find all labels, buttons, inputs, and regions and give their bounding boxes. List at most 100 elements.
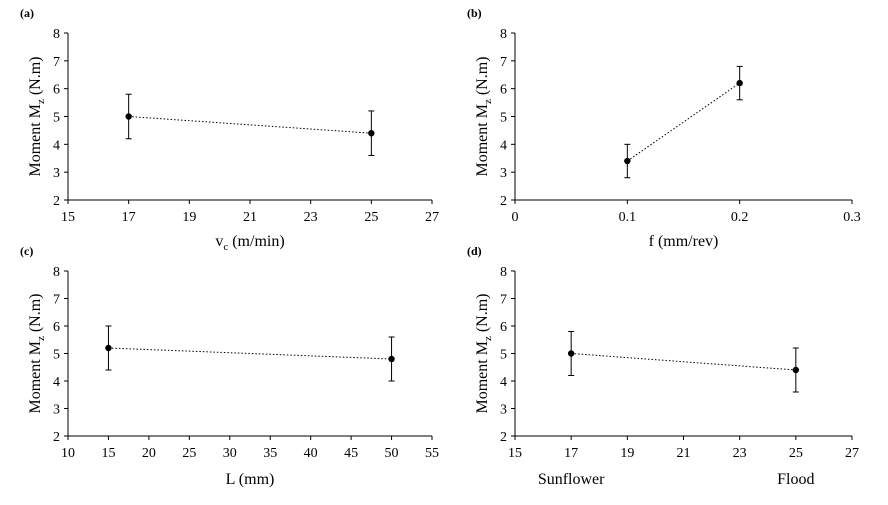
x-tick-label: 23: [733, 446, 747, 461]
y-tick-label: 7: [500, 293, 507, 308]
x-tick-label: 0: [512, 210, 519, 225]
y-tick-label: 6: [500, 320, 507, 335]
x-tick-label: 55: [425, 446, 439, 461]
y-axis-label-main: Moment M: [474, 104, 491, 176]
x-tick-label: 50: [385, 446, 399, 461]
data-point: [388, 355, 395, 363]
y-tick-label: 7: [53, 293, 60, 308]
series-line: [627, 82, 740, 162]
y-tick-label: 3: [500, 403, 507, 418]
y-axis-label-rest: (N.m): [27, 294, 44, 337]
x-tick-label: 45: [344, 446, 358, 461]
y-tick-label: 5: [53, 348, 60, 363]
x-axis-label: L (mm): [226, 471, 275, 488]
x-tick-label: 40: [304, 446, 318, 461]
x-tick-label: 27: [425, 210, 439, 225]
x-axis-label: f (mm/rev): [649, 233, 719, 250]
y-axis-label: Moment Mz (N.m): [474, 294, 494, 414]
category-label: Flood: [777, 471, 814, 488]
x-tick-label: 19: [182, 210, 196, 225]
y-axis-label-rest: (N.m): [27, 57, 44, 100]
y-tick-label: 4: [500, 375, 507, 390]
data-point: [736, 79, 743, 87]
x-tick-label: 15: [508, 446, 522, 461]
data-point: [105, 344, 112, 352]
y-axis-label: Moment Mz (N.m): [474, 57, 494, 177]
x-tick-label: 15: [61, 210, 75, 225]
y-tick-label: 2: [53, 194, 60, 209]
y-tick-label: 8: [500, 27, 507, 42]
y-tick-label: 4: [53, 375, 60, 390]
series-line: [128, 116, 372, 134]
x-tick-label: 21: [243, 210, 257, 225]
x-tick-label: 21: [677, 446, 691, 461]
data-point: [125, 113, 132, 120]
data-point: [567, 350, 575, 357]
chart-panel-b: (b) 2 3 4 5 6 7 8 0 0.1 0.2 0.3 Moment Mz (N.m) f (mm…: [467, 6, 861, 250]
y-tick-label: 3: [53, 166, 60, 181]
y-tick-label: 5: [500, 111, 507, 126]
y-tick-label: 3: [500, 166, 507, 181]
y-axis-label-rest: (N.m): [474, 294, 491, 337]
series-line: [108, 347, 392, 360]
panel-label: (c): [20, 244, 33, 258]
y-axis-label-main: Moment M: [27, 341, 44, 413]
data-point: [792, 366, 800, 374]
y-tick-label: 2: [500, 194, 507, 209]
y-axis-label-sub: z: [482, 336, 494, 341]
x-axis-label-main: f (mm/rev): [649, 233, 719, 250]
y-tick-label: 7: [53, 55, 60, 70]
x-tick-label: 0.1: [619, 210, 637, 225]
y-axis-label-sub: z: [482, 99, 494, 104]
y-tick-label: 8: [53, 265, 60, 280]
x-axis-label: vc (m/min): [215, 233, 284, 253]
y-tick-label: 4: [53, 138, 60, 153]
x-tick-label: 19: [620, 446, 634, 461]
x-tick-label: 25: [364, 210, 378, 225]
panel-label: (b): [467, 6, 482, 20]
y-tick-label: 6: [53, 320, 60, 335]
panel-label: (d): [467, 244, 482, 258]
y-tick-label: 4: [500, 138, 507, 153]
x-tick-label: 35: [263, 446, 277, 461]
x-axis-label-main: v: [215, 233, 223, 250]
x-axis-label-sub: c: [223, 241, 228, 253]
x-tick-label: 20: [142, 446, 156, 461]
y-axis-label-main: Moment M: [474, 341, 491, 413]
y-tick-label: 2: [53, 430, 60, 445]
series-line: [571, 353, 796, 371]
x-axis-label-rest: (m/min): [228, 233, 284, 250]
x-tick-label: 17: [122, 210, 136, 225]
x-tick-label: 0.2: [731, 210, 749, 225]
data-point: [368, 130, 375, 137]
x-tick-label: 10: [61, 446, 75, 461]
x-tick-label: 25: [182, 446, 196, 461]
x-tick-label: 30: [223, 446, 237, 461]
category-label: Sunflower: [538, 471, 605, 488]
x-tick-label: 0.3: [843, 210, 861, 225]
y-tick-label: 2: [500, 430, 507, 445]
y-tick-label: 8: [53, 27, 60, 42]
y-tick-label: 7: [500, 55, 507, 70]
y-axis-label: Moment Mz (N.m): [27, 294, 47, 414]
y-tick-label: 5: [500, 348, 507, 363]
x-axis-label-main: L (mm): [226, 471, 275, 488]
x-tick-label: 15: [101, 446, 115, 461]
y-tick-label: 6: [500, 83, 507, 98]
y-axis-label-sub: z: [35, 99, 47, 104]
y-axis-label-main: Moment M: [27, 104, 44, 176]
y-tick-label: 8: [500, 265, 507, 280]
y-axis-label-sub: z: [35, 336, 47, 341]
y-axis-label-rest: (N.m): [474, 57, 491, 100]
x-tick-label: 25: [789, 446, 803, 461]
data-point: [624, 157, 631, 165]
x-tick-label: 27: [845, 446, 859, 461]
y-tick-label: 5: [53, 111, 60, 126]
panel-label: (a): [20, 6, 34, 20]
x-tick-label: 23: [304, 210, 318, 225]
x-tick-label: 17: [564, 446, 578, 461]
y-tick-label: 3: [53, 403, 60, 418]
